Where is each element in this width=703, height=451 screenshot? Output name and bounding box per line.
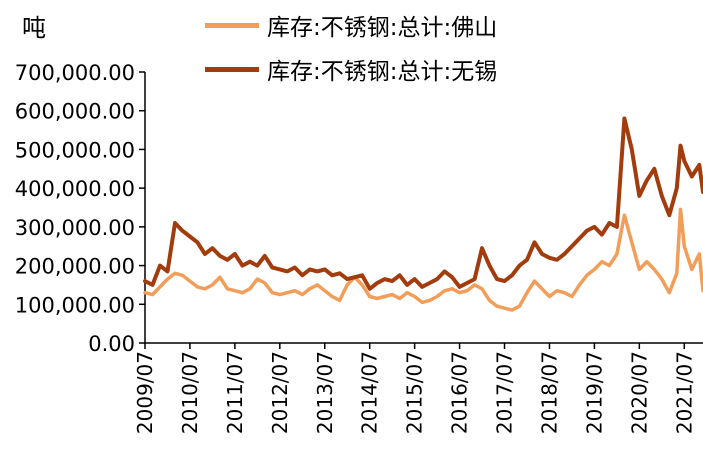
x-tick-label: 2021/07 — [672, 351, 696, 434]
y-tick-label: 100,000.00 — [15, 293, 135, 317]
series-line-foshan — [143, 207, 703, 312]
y-tick-label: 300,000.00 — [15, 216, 135, 240]
x-tick-label: 2009/07 — [133, 351, 157, 434]
y-tick-label: 600,000.00 — [15, 100, 135, 124]
legend-swatch-wuxi — [205, 66, 259, 72]
x-tick-label: 2019/07 — [582, 351, 606, 434]
x-tick-label: 2013/07 — [313, 351, 337, 434]
y-unit-label: 吨 — [22, 14, 46, 42]
legend-label-wuxi: 库存:不锈钢:总计:无锡 — [267, 59, 498, 85]
x-tick-label: 2012/07 — [268, 351, 292, 434]
x-tick-label: 2011/07 — [223, 351, 247, 434]
series-line-wuxi — [143, 116, 703, 291]
x-tick-label: 2010/07 — [178, 351, 202, 434]
legend-item-foshan: 库存:不锈钢:总计:佛山 — [205, 8, 497, 42]
x-tick-label: 2014/07 — [358, 351, 382, 434]
x-tick-label: 2017/07 — [493, 351, 517, 434]
x-tick-label: 2015/07 — [403, 351, 427, 434]
legend-label-foshan: 库存:不锈钢:总计:佛山 — [267, 15, 498, 41]
y-tick-label: 200,000.00 — [15, 255, 135, 279]
legend-swatch-foshan — [205, 22, 259, 28]
legend-item-wuxi: 库存:不锈钢:总计:无锡 — [205, 52, 497, 86]
x-tick-label: 2018/07 — [537, 351, 561, 434]
y-tick-label: 0.00 — [88, 332, 135, 356]
y-tick-label: 700,000.00 — [15, 61, 135, 85]
y-tick-label: 500,000.00 — [15, 138, 135, 162]
x-tick-label: 2016/07 — [448, 351, 472, 434]
y-tick-label: 400,000.00 — [15, 177, 135, 201]
x-tick-label: 2020/07 — [627, 351, 651, 434]
